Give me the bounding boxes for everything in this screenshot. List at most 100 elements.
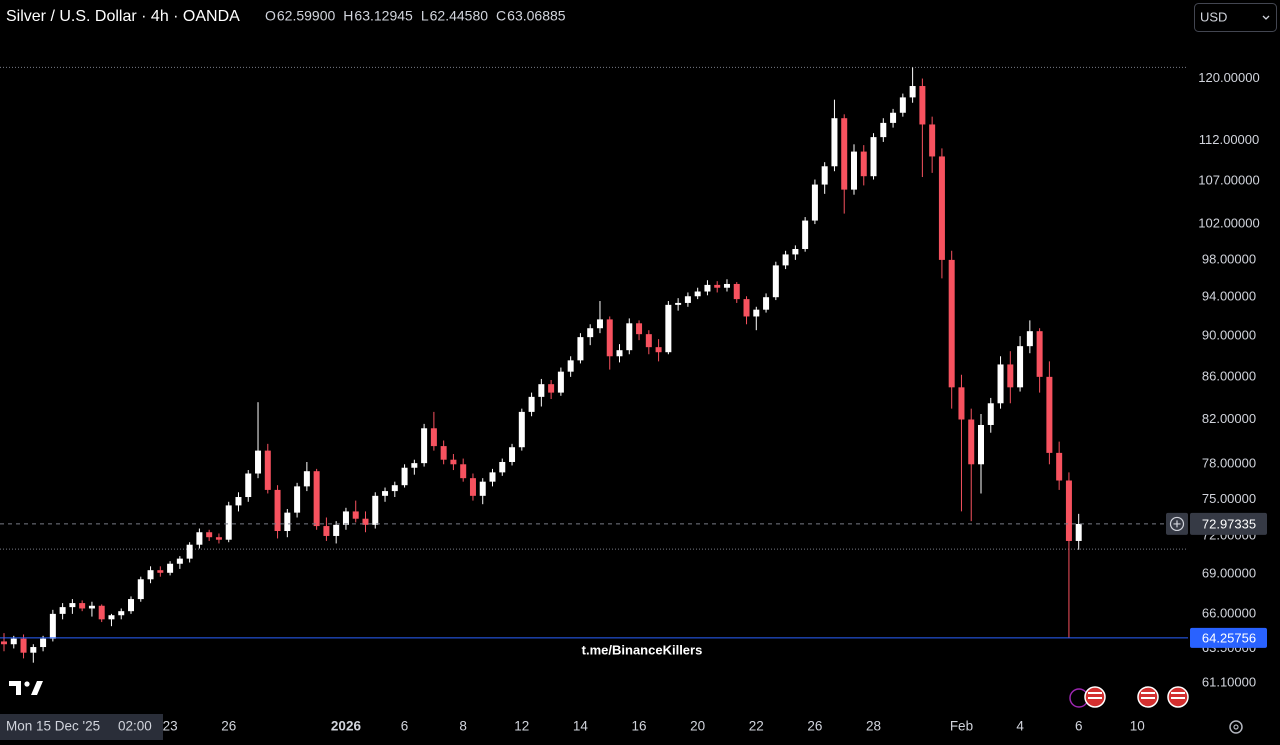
flag-stripe [1088,692,1102,694]
x-tick-label: 10 [1130,719,1145,734]
price-tag-label: 64.25756 [1202,630,1256,645]
x-tick-label: 8 [459,719,467,734]
crosshair-box [0,714,163,740]
candle-body [948,259,955,388]
candle-body [303,471,310,487]
candle-body [958,387,965,420]
settings-button[interactable] [1229,720,1243,734]
x-tick-label: 20 [690,719,705,734]
candle-body [235,497,242,506]
y-tick-label: 66.00000 [1202,605,1256,620]
candle-body [606,319,613,357]
candle-body [626,323,633,351]
plot: 120.00000 112.00000 107.00000 102.00000 98.0… [0,66,1267,734]
candle-body [870,137,877,177]
candle-body [460,464,467,479]
gear[interactable] [1229,720,1243,734]
y-tick-label: 61.10000 [1202,674,1256,689]
candle-body [1017,346,1024,388]
candle-body [880,122,887,138]
candle-body [1007,364,1014,388]
candle-body [362,518,369,525]
candle-body [411,463,418,468]
candle-body [714,284,721,288]
candle-body [30,647,37,653]
candle-body [978,424,984,465]
candle-body [509,447,516,462]
x-tick-label: Feb [950,719,973,734]
dropdown-box[interactable] [1194,3,1277,32]
price-tag [1190,627,1267,648]
logo-part [24,681,30,687]
x-tick-label: 14 [573,719,589,734]
candle-body [1046,376,1053,453]
candle-body [929,124,936,157]
candle-body [167,563,174,573]
candle-body [753,309,760,317]
y-tick-label: 94.00000 [1202,289,1256,304]
candle-body [841,118,848,190]
y-tick-label: 102.00000 [1198,216,1259,231]
ohlc-legend: O 62.59900 H 63.12945 L 62.44580 C 63.06885 [265,8,566,24]
candle-body [69,603,76,608]
x-tick-label: 2026 [331,719,362,734]
candle-body [215,537,222,540]
event-icons[interactable] [1069,686,1189,708]
legend-value: 62.59900 [277,8,336,24]
candle-body [489,472,496,482]
flag-stripe [1141,697,1155,699]
crosshair-time: 02:00 [118,719,152,734]
candle-body [59,607,66,614]
y-tick-label: 86.00000 [1202,368,1256,383]
chevron [1262,15,1270,20]
candle-body [694,291,701,297]
y-tick-label: 107.00000 [1198,173,1259,188]
x-tick-label: 22 [749,719,764,734]
candle-body [98,605,105,620]
candle-body [206,532,213,538]
candle-body [587,328,594,338]
candle-body [274,489,281,532]
logo [9,681,43,695]
currency[interactable]: USD [1200,9,1227,24]
price-tag [1190,512,1267,535]
price-tag-label: 72.97335 [1202,516,1256,531]
y-tick-label: 98.00000 [1202,251,1256,266]
candle-body [723,283,730,288]
candle-body [1065,480,1072,541]
candle-body [294,486,301,513]
logo-part [31,681,43,695]
x-tick-label: 16 [632,719,647,734]
flag-stripe [1171,697,1185,699]
candle-body [20,638,27,653]
flag-stripe [1171,692,1185,694]
x-tick-label: 23 [163,719,178,734]
candle-body [518,411,525,448]
candle-body [323,526,330,536]
candle-body [1036,331,1043,377]
chart-title: Silver / U.S. Dollar · 4h · OANDA [6,8,240,25]
candle-body [860,151,867,177]
candle-body [333,524,340,536]
y-tick-label: 120.00000 [1198,70,1259,85]
candle-body [850,151,857,190]
candle-body [137,579,144,600]
candle-body [675,302,682,305]
candle-body [401,467,408,486]
candle-body [450,459,457,465]
add-alert-button[interactable] [1166,512,1188,535]
candle-body [88,605,95,609]
candle-body [802,220,809,249]
candle-body [763,297,770,310]
candle-body [499,461,506,473]
candle-body [372,495,379,525]
candle-body [79,603,86,609]
candle-body [538,384,545,397]
candle-body [987,403,994,425]
candle-body [479,481,486,496]
legend-value: 63.06885 [507,8,566,24]
currency-dropdown[interactable]: USD [1194,3,1277,32]
candle-body [909,86,916,98]
candle-body [342,511,349,525]
candle-body [548,384,555,393]
